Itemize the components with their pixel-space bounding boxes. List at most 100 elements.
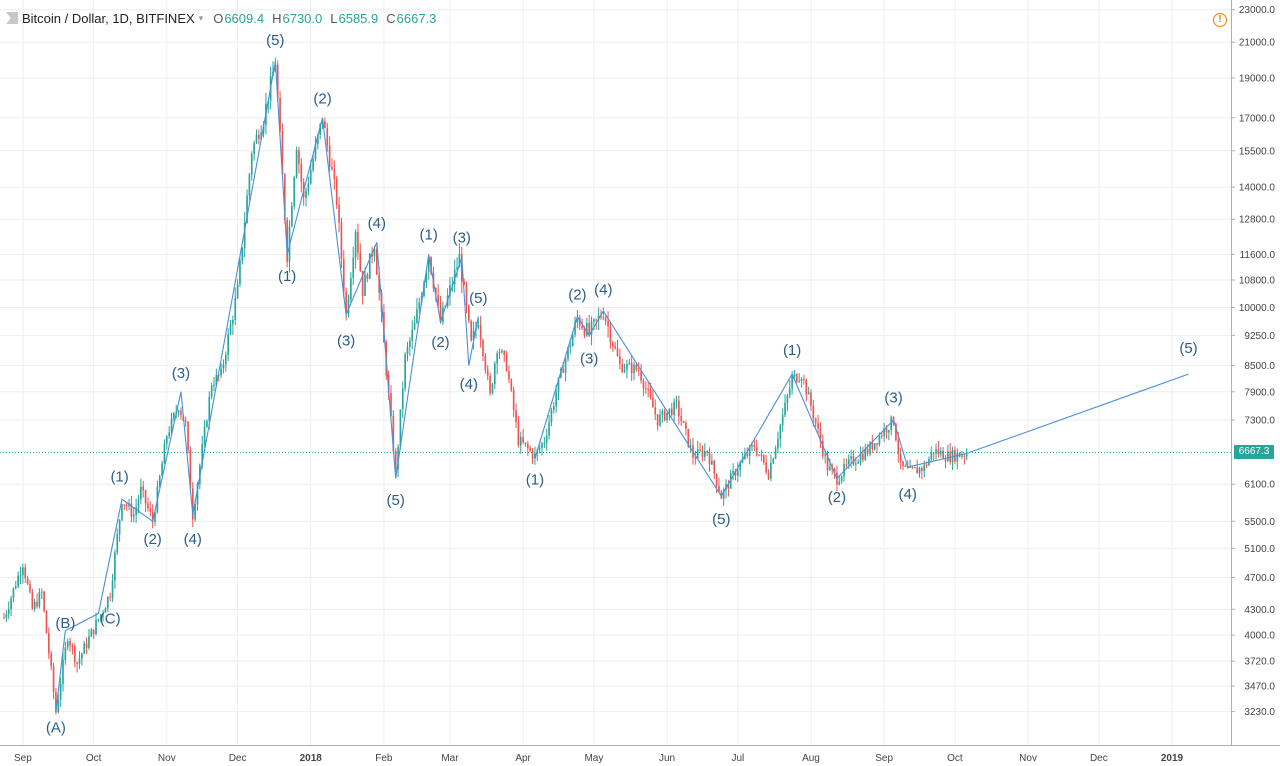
candle-body bbox=[250, 153, 253, 175]
candle-body bbox=[62, 659, 64, 684]
candle-body bbox=[333, 169, 336, 179]
candle-body bbox=[187, 421, 189, 450]
candle-body bbox=[71, 645, 74, 647]
candle-body bbox=[800, 379, 803, 381]
wave-label: (1) bbox=[420, 226, 438, 243]
candle-body bbox=[210, 385, 213, 397]
wave-label: (1) bbox=[526, 471, 544, 488]
candle-body bbox=[895, 423, 897, 441]
price-tick-label: 15500.0 bbox=[1239, 146, 1276, 157]
time-axis[interactable]: Sep Oct Nov Dec 2018 Feb Mar Apr May Jun Jul Aug Sep… bbox=[14, 753, 1184, 764]
time-tick-label: 2018 bbox=[300, 753, 323, 764]
candle-body bbox=[557, 377, 560, 393]
candle-body bbox=[222, 364, 225, 369]
candle-body bbox=[232, 319, 234, 325]
candle-body bbox=[161, 463, 163, 476]
wave-line bbox=[534, 310, 1189, 498]
candle-body bbox=[503, 350, 506, 355]
candle-body bbox=[739, 462, 742, 471]
candle-body bbox=[331, 166, 333, 170]
price-tick-label: 5100.0 bbox=[1244, 544, 1275, 555]
candle-body bbox=[758, 454, 760, 456]
price-tick-label: 8500.0 bbox=[1244, 361, 1275, 372]
candle-body bbox=[722, 489, 725, 499]
candle-body bbox=[203, 426, 206, 445]
candle-body bbox=[460, 254, 463, 282]
candle-body bbox=[352, 257, 355, 278]
candle-body bbox=[276, 64, 279, 98]
candle-body bbox=[366, 274, 369, 279]
high-label: H bbox=[272, 10, 282, 26]
candle-body bbox=[916, 467, 918, 474]
wave-annotations: (A) (B) (C) (1) (2) (3) (4) (5) (1) (2) (3) (4) (5) (… bbox=[46, 32, 1198, 736]
candle-body bbox=[439, 303, 442, 323]
candle-body bbox=[944, 459, 947, 462]
candle-body bbox=[765, 462, 767, 473]
candle-body bbox=[418, 302, 421, 310]
wave-label: (4) bbox=[368, 215, 386, 232]
candle-body bbox=[81, 653, 83, 659]
price-tick-label: 10000.0 bbox=[1239, 303, 1276, 314]
candle-body bbox=[350, 277, 352, 300]
time-tick-label: Aug bbox=[802, 753, 820, 764]
candle-body bbox=[397, 447, 399, 470]
wave-label: (4) bbox=[899, 486, 917, 503]
candle-body bbox=[696, 449, 699, 459]
candle-body bbox=[529, 448, 532, 451]
candle-body bbox=[90, 629, 93, 637]
candle-body bbox=[335, 178, 338, 205]
price-axis[interactable]: 3230.0 3470.0 3720.0 4000.0 4300.0 4700.0 5100… bbox=[1231, 5, 1275, 718]
candle-body bbox=[777, 438, 779, 449]
candle-body bbox=[600, 315, 602, 318]
candle-body bbox=[866, 448, 869, 454]
candle-body bbox=[305, 190, 307, 198]
candle-body bbox=[371, 253, 373, 257]
symbol-title[interactable]: Bitcoin / Dollar, 1D, BITFINEX bbox=[22, 10, 195, 26]
candle-body bbox=[581, 325, 583, 329]
candle-body bbox=[345, 291, 347, 314]
candle-body bbox=[243, 222, 246, 248]
candle-body bbox=[871, 442, 874, 450]
wave-label: (C) bbox=[100, 611, 121, 628]
candle-body bbox=[654, 407, 657, 415]
candle-body bbox=[482, 339, 484, 356]
candle-body bbox=[701, 450, 704, 457]
candle-body bbox=[505, 354, 508, 372]
symbol-logo-icon bbox=[6, 12, 18, 24]
candle-body bbox=[661, 410, 664, 415]
chevron-down-icon[interactable]: ▾ bbox=[198, 12, 204, 23]
wave-label: (2) bbox=[313, 90, 331, 107]
candle-body bbox=[104, 608, 107, 613]
candle-body bbox=[807, 392, 810, 395]
candle-body bbox=[496, 353, 498, 364]
price-tick-label: 7900.0 bbox=[1244, 387, 1275, 398]
price-tick-label: 12800.0 bbox=[1239, 215, 1276, 226]
price-tick-label: 23000.0 bbox=[1239, 5, 1276, 16]
candle-body bbox=[180, 410, 182, 416]
candle-body bbox=[897, 440, 900, 455]
candle-body bbox=[434, 288, 437, 295]
candle-body bbox=[111, 580, 114, 598]
candle-body bbox=[413, 322, 416, 330]
candle-body bbox=[118, 519, 121, 535]
candle-body bbox=[95, 619, 97, 635]
candle-body bbox=[135, 507, 137, 515]
candle-body bbox=[748, 446, 751, 457]
candle-body bbox=[522, 437, 524, 443]
time-tick-label: Apr bbox=[515, 753, 531, 764]
candle-body bbox=[942, 450, 944, 460]
candle-body bbox=[703, 450, 706, 457]
alert-icon[interactable]: ! bbox=[1213, 13, 1227, 27]
candle-body bbox=[394, 451, 397, 470]
price-tick-label: 17000.0 bbox=[1239, 113, 1276, 124]
candle-body bbox=[364, 274, 366, 297]
candle-body bbox=[319, 123, 322, 135]
candle-body bbox=[147, 503, 149, 509]
candle-body bbox=[76, 662, 78, 664]
candle-body bbox=[666, 412, 668, 421]
wave-label: (3) bbox=[337, 332, 355, 349]
candle-body bbox=[909, 466, 911, 468]
candle-body bbox=[751, 445, 753, 447]
candle-body bbox=[706, 450, 708, 453]
